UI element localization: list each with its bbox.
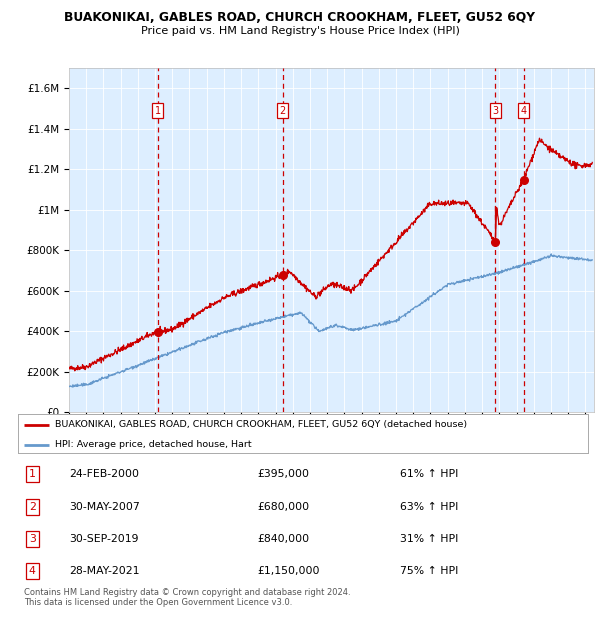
Text: 3: 3 xyxy=(29,534,35,544)
Text: Contains HM Land Registry data © Crown copyright and database right 2024.
This d: Contains HM Land Registry data © Crown c… xyxy=(24,588,350,607)
Text: 31% ↑ HPI: 31% ↑ HPI xyxy=(400,534,458,544)
Text: BUAKONIKAI, GABLES ROAD, CHURCH CROOKHAM, FLEET, GU52 6QY: BUAKONIKAI, GABLES ROAD, CHURCH CROOKHAM… xyxy=(65,11,536,24)
Text: HPI: Average price, detached house, Hart: HPI: Average price, detached house, Hart xyxy=(55,440,251,450)
Text: £1,150,000: £1,150,000 xyxy=(257,566,320,576)
Text: 30-MAY-2007: 30-MAY-2007 xyxy=(70,502,140,512)
Text: 61% ↑ HPI: 61% ↑ HPI xyxy=(400,469,458,479)
Text: 4: 4 xyxy=(29,566,35,576)
Text: £395,000: £395,000 xyxy=(257,469,310,479)
Text: 2: 2 xyxy=(280,105,286,116)
Text: Price paid vs. HM Land Registry's House Price Index (HPI): Price paid vs. HM Land Registry's House … xyxy=(140,26,460,36)
Text: 28-MAY-2021: 28-MAY-2021 xyxy=(70,566,140,576)
Text: 2: 2 xyxy=(29,502,35,512)
Text: 1: 1 xyxy=(29,469,35,479)
Text: £840,000: £840,000 xyxy=(257,534,310,544)
Text: £680,000: £680,000 xyxy=(257,502,310,512)
Text: 1: 1 xyxy=(155,105,161,116)
Text: 63% ↑ HPI: 63% ↑ HPI xyxy=(400,502,458,512)
Text: 75% ↑ HPI: 75% ↑ HPI xyxy=(400,566,458,576)
Text: 4: 4 xyxy=(521,105,527,116)
Text: BUAKONIKAI, GABLES ROAD, CHURCH CROOKHAM, FLEET, GU52 6QY (detached house): BUAKONIKAI, GABLES ROAD, CHURCH CROOKHAM… xyxy=(55,420,467,430)
Text: 3: 3 xyxy=(492,105,498,116)
Text: 30-SEP-2019: 30-SEP-2019 xyxy=(70,534,139,544)
Text: 24-FEB-2000: 24-FEB-2000 xyxy=(70,469,139,479)
